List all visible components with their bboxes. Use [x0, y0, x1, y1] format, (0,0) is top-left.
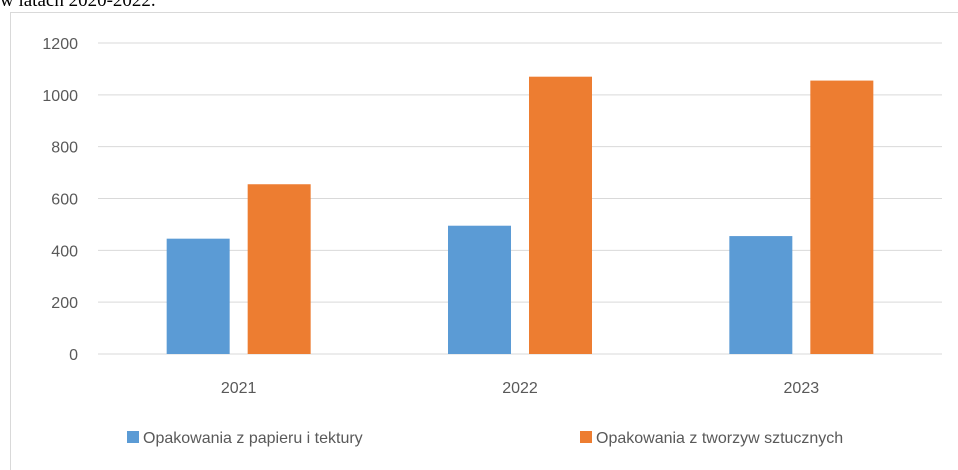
legend-swatch	[580, 431, 592, 443]
y-tick-label: 1200	[42, 36, 78, 53]
bar	[247, 184, 311, 354]
y-tick-label: 600	[51, 192, 78, 209]
bar	[166, 238, 230, 354]
bar	[529, 76, 592, 355]
legend-label: Opakowania z tworzyw sztucznych	[596, 430, 843, 447]
legend-swatch	[127, 431, 139, 443]
y-tick-label: 1000	[42, 88, 78, 105]
x-tick-label: 2023	[784, 380, 820, 397]
y-tick-label: 200	[51, 295, 78, 312]
y-tick-label: 400	[51, 243, 78, 260]
y-tick-label: 800	[51, 140, 78, 157]
y-tick-label: 0	[69, 347, 78, 364]
chart-title: w latach 2020-2022.	[0, 0, 156, 11]
bar	[448, 225, 511, 354]
x-tick-label: 2022	[502, 380, 538, 397]
bar	[810, 80, 874, 355]
x-tick-label: 2021	[221, 380, 257, 397]
legend-label: Opakowania z papieru i tektury	[143, 430, 363, 447]
bar	[729, 236, 793, 354]
